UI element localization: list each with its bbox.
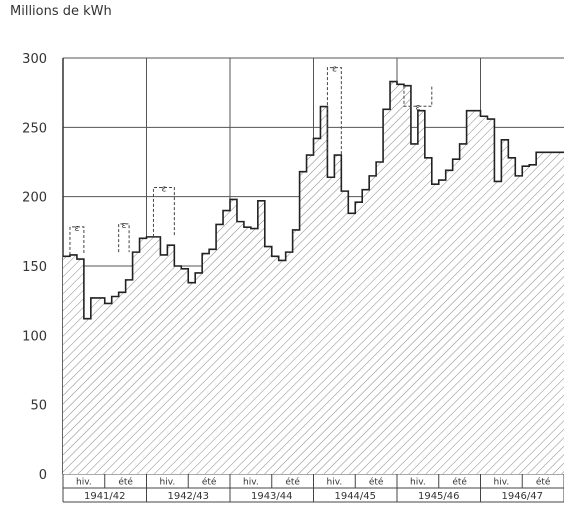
season-label-0-1: été <box>118 477 133 488</box>
y-tick-50: 50 <box>30 399 47 414</box>
year-label-3: 1944/45 <box>334 491 376 502</box>
y-tick-200: 200 <box>22 191 47 206</box>
year-label-1: 1942/43 <box>167 491 209 502</box>
y-tick-0: 0 <box>39 468 47 483</box>
epsilon-label-4: ε <box>415 103 420 113</box>
epsilon-bracket-2 <box>152 186 175 237</box>
year-label-5: 1946/47 <box>501 491 543 502</box>
epsilon-bracket-3 <box>326 67 342 156</box>
epsilon-bracket-4 <box>403 85 433 107</box>
epsilon-label-3: ε <box>332 65 337 75</box>
y-tick-300: 300 <box>22 52 47 67</box>
season-label-1-1: été <box>202 477 217 488</box>
season-label-2-1: été <box>285 477 300 488</box>
series-area-fill <box>63 81 564 474</box>
y-tick-250: 250 <box>22 121 47 136</box>
y-tick-150: 150 <box>22 260 47 275</box>
year-label-2: 1943/44 <box>251 491 293 502</box>
epsilon-label-1: ε <box>121 221 126 231</box>
y-tick-100: 100 <box>22 329 47 344</box>
season-label-0-0: hiv. <box>76 478 92 488</box>
year-label-4: 1945/46 <box>418 491 460 502</box>
season-label-4-1: été <box>452 477 467 488</box>
season-label-3-1: été <box>369 477 384 488</box>
series-step-line <box>63 80 564 320</box>
y-axis-unit-label: Millions de kWh <box>10 4 112 19</box>
season-label-5-0: hiv. <box>494 478 510 488</box>
season-label-3-0: hiv. <box>327 478 343 488</box>
season-label-2-0: hiv. <box>243 478 259 488</box>
season-label-1-0: hiv. <box>160 478 176 488</box>
epsilon-bracket-0 <box>69 226 85 255</box>
season-label-4-0: hiv. <box>410 478 426 488</box>
epsilon-bracket-1 <box>118 223 130 253</box>
epsilon-label-0: ε <box>74 224 79 234</box>
season-label-5-1: été <box>536 477 551 488</box>
epsilon-label-2: ε <box>161 184 166 194</box>
year-label-0: 1941/42 <box>84 491 126 502</box>
